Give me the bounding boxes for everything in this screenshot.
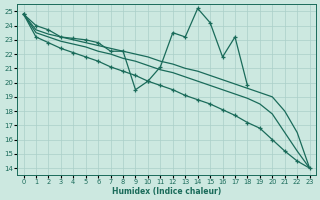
X-axis label: Humidex (Indice chaleur): Humidex (Indice chaleur) [112, 187, 221, 196]
